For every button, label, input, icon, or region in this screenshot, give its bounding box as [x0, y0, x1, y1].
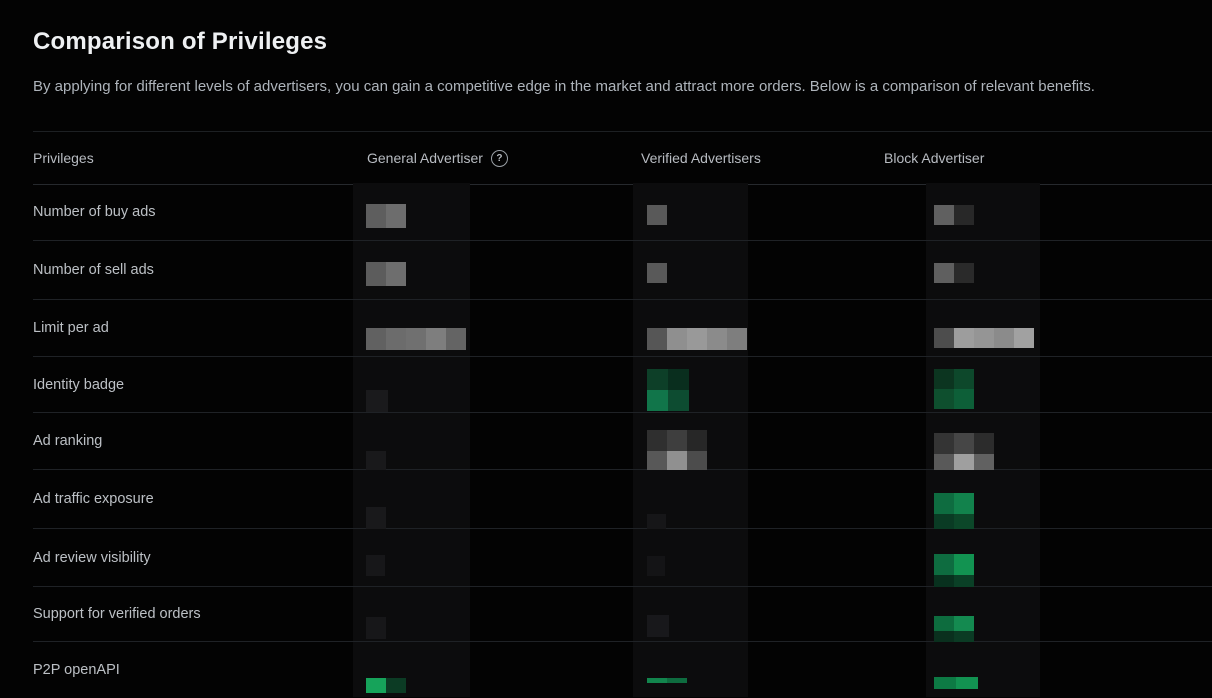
- column-header-label: Privileges: [33, 150, 94, 166]
- general-cell-blur-region: [353, 529, 470, 586]
- privileges-table: Privileges General Advertiser ? Verified…: [33, 131, 1212, 698]
- privilege-label: Number of sell ads: [33, 262, 154, 278]
- blurred-check-value: [366, 678, 406, 693]
- verified-cell-blur-region: [633, 300, 748, 356]
- blurred-dim-value: [647, 615, 669, 637]
- block-cell-blur-region: [926, 300, 1040, 356]
- column-header-privileges: Privileges: [33, 132, 94, 184]
- block-cell-blur-region: [926, 470, 1040, 535]
- blurred-dim-value: [647, 556, 665, 576]
- page-subtitle: By applying for different levels of adve…: [33, 78, 1095, 95]
- column-header-general-advertiser: General Advertiser ?: [367, 132, 508, 184]
- general-cell-blur-region: [353, 241, 470, 299]
- privilege-label: Limit per ad: [33, 320, 109, 336]
- blurred-text-value: [934, 205, 974, 225]
- blurred-text-value: [647, 328, 747, 350]
- column-header-label: General Advertiser: [367, 150, 483, 166]
- column-header-block-advertiser: Block Advertiser: [884, 132, 984, 184]
- blurred-dim-value: [366, 507, 386, 529]
- general-cell-blur-region: [353, 470, 470, 529]
- verified-cell-blur-region: [633, 413, 748, 472]
- table-row: P2P openAPI: [33, 642, 1212, 697]
- block-cell-blur-region: [926, 587, 1040, 646]
- privilege-label: Support for verified orders: [33, 606, 201, 622]
- table-header-row: Privileges General Advertiser ? Verified…: [33, 131, 1212, 185]
- column-header-label: Verified Advertisers: [641, 150, 761, 166]
- verified-cell-blur-region: [633, 642, 748, 697]
- verified-cell-blur-region: [633, 183, 748, 240]
- block-cell-blur-region: [926, 529, 1040, 596]
- page-title: Comparison of Privileges: [33, 28, 328, 55]
- table-row: Number of buy ads: [33, 183, 1212, 241]
- block-cell-blur-region: [926, 357, 1040, 412]
- blurred-text-value: [934, 328, 1034, 348]
- general-cell-blur-region: [353, 300, 470, 356]
- privilege-label: P2P openAPI: [33, 661, 120, 678]
- blurred-text-value: [647, 430, 707, 472]
- block-cell-blur-region: [926, 642, 1040, 697]
- blurred-dim-value: [366, 617, 386, 639]
- blurred-dim-value: [366, 390, 388, 412]
- block-cell-blur-region: [926, 413, 1040, 475]
- blurred-text-value: [647, 263, 667, 283]
- general-cell-blur-region: [353, 357, 470, 412]
- privilege-label: Ad ranking: [33, 433, 103, 449]
- privilege-label: Identity badge: [33, 376, 125, 393]
- table-row: Identity badge: [33, 357, 1212, 413]
- blurred-text-value: [647, 205, 667, 225]
- table-row: Ad ranking: [33, 413, 1212, 475]
- verified-cell-blur-region: [633, 587, 748, 641]
- privilege-label: Ad traffic exposure: [33, 491, 154, 507]
- table-row: Number of sell ads: [33, 241, 1212, 300]
- blurred-text-value: [934, 263, 974, 283]
- verified-cell-blur-region: [633, 470, 748, 529]
- blurred-dim-value: [647, 514, 666, 529]
- table-row: Support for verified orders: [33, 587, 1212, 646]
- blurred-text-value: [934, 433, 994, 475]
- blurred-check-value: [934, 369, 974, 409]
- blurred-text-value: [366, 328, 466, 350]
- privilege-label: Ad review visibility: [33, 549, 151, 566]
- table-row: Ad review visibility: [33, 529, 1212, 596]
- table-row: Ad traffic exposure: [33, 470, 1212, 535]
- column-header-label: Block Advertiser: [884, 150, 985, 166]
- verified-cell-blur-region: [633, 357, 748, 412]
- verified-cell-blur-region: [633, 529, 748, 586]
- general-cell-blur-region: [353, 642, 470, 697]
- general-cell-blur-region: [353, 183, 470, 240]
- block-cell-blur-region: [926, 183, 1040, 240]
- blurred-check-value: [934, 677, 978, 689]
- general-cell-blur-region: [353, 587, 470, 641]
- blurred-dim-value: [366, 451, 386, 470]
- blurred-check-value: [647, 369, 689, 411]
- verified-cell-blur-region: [633, 241, 748, 299]
- privilege-label: Number of buy ads: [33, 203, 156, 220]
- blurred-text-value: [366, 262, 406, 286]
- blurred-text-value: [366, 204, 406, 228]
- blurred-check-value: [647, 678, 687, 683]
- blurred-dim-value: [366, 555, 385, 576]
- column-header-verified-advertisers: Verified Advertisers: [641, 132, 761, 184]
- table-row: Limit per ad: [33, 300, 1212, 357]
- help-icon[interactable]: ?: [490, 149, 508, 167]
- block-cell-blur-region: [926, 241, 1040, 299]
- general-cell-blur-region: [353, 413, 470, 470]
